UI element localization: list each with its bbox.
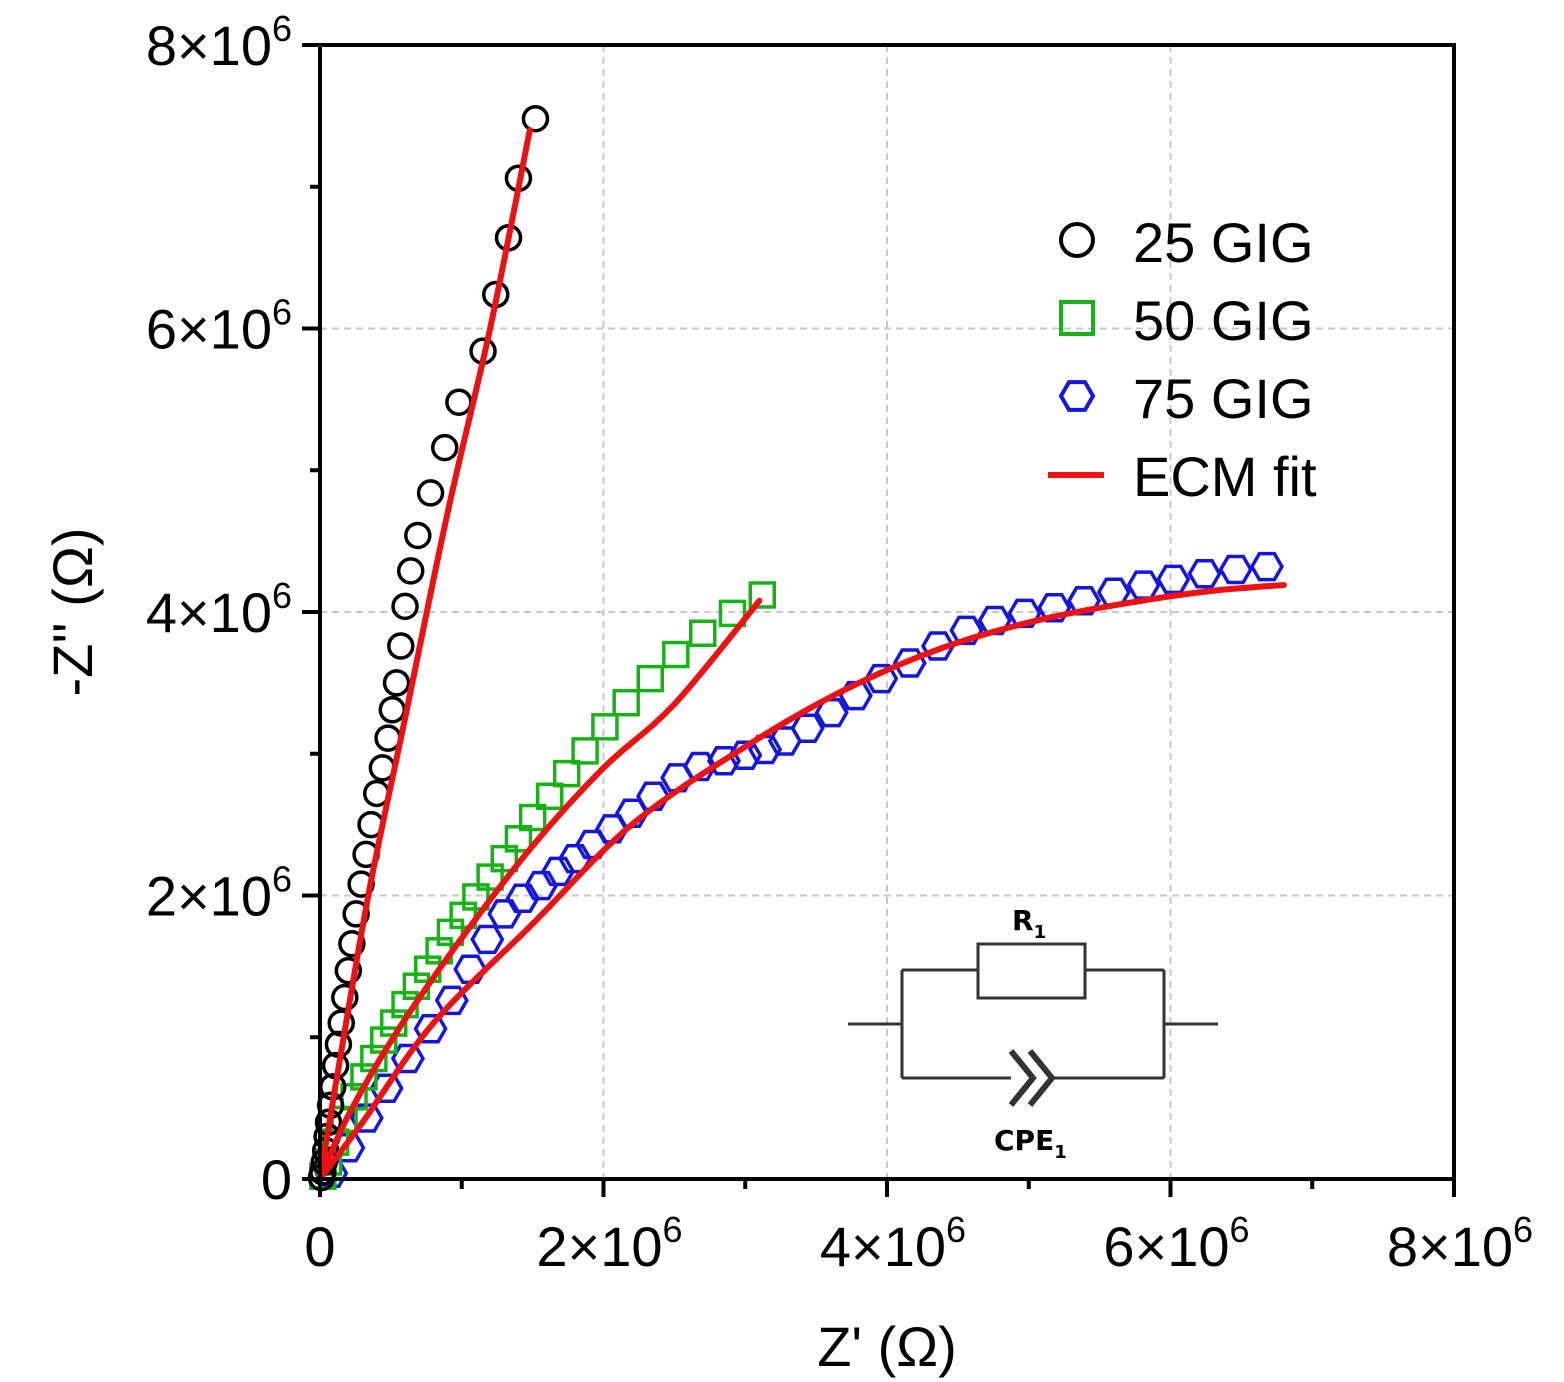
axis-ticks bbox=[302, 43, 1456, 1197]
data-point bbox=[541, 856, 576, 887]
legend-item-ecm-fit: ECM fit bbox=[1048, 445, 1317, 508]
legend-label: 75 GIG bbox=[1133, 367, 1314, 430]
x-tick-label: 2×106 bbox=[536, 1209, 682, 1278]
y-tick-label: 4×106 bbox=[146, 575, 292, 644]
data-point bbox=[462, 883, 490, 911]
data-point bbox=[342, 900, 370, 928]
data-point bbox=[1249, 551, 1284, 582]
fit-curves bbox=[317, 127, 1287, 1182]
data-point bbox=[1218, 554, 1253, 585]
data-point bbox=[591, 713, 619, 741]
x-tick-label: 8×106 bbox=[1387, 1209, 1533, 1278]
cpe-symbol bbox=[1008, 1049, 1037, 1107]
data-point bbox=[636, 781, 671, 812]
data-point bbox=[391, 592, 419, 621]
data-point bbox=[518, 803, 547, 832]
y-tick-label: 8×106 bbox=[146, 8, 292, 77]
data-point bbox=[688, 619, 717, 648]
data-point bbox=[430, 433, 459, 462]
y-tick-label: 2×106 bbox=[146, 859, 292, 928]
data-point bbox=[612, 688, 640, 717]
data-point bbox=[396, 557, 425, 585]
data-point bbox=[535, 782, 564, 811]
data-point bbox=[920, 631, 956, 661]
legend-label: ECM fit bbox=[1133, 445, 1317, 508]
data-point bbox=[434, 985, 469, 1016]
data-point bbox=[521, 104, 550, 133]
y-tick-labels: 0 2×106 4×106 6×106 8×106 bbox=[146, 8, 292, 1211]
y-tick-label: 6×106 bbox=[146, 292, 292, 361]
data-point bbox=[748, 581, 777, 609]
x-tick-labels: 0 2×106 4×106 6×106 8×106 bbox=[304, 1209, 1533, 1278]
y-axis-title: -Z'' (Ω) bbox=[41, 528, 104, 697]
data-point bbox=[1007, 598, 1042, 629]
data-point bbox=[790, 713, 825, 743]
equivalent-circuit-inset: R1 CPE1 bbox=[848, 904, 1218, 1163]
data-point bbox=[1187, 558, 1222, 589]
data-point bbox=[416, 479, 445, 507]
y-tick-label: 0 bbox=[261, 1148, 292, 1211]
data-point bbox=[382, 669, 411, 697]
data-point bbox=[387, 632, 415, 660]
data-point bbox=[453, 954, 488, 984]
x-tick-label: 6×106 bbox=[1103, 1209, 1249, 1278]
legend-hexagon-marker bbox=[1058, 380, 1096, 412]
data-point bbox=[1066, 585, 1102, 616]
grid bbox=[320, 45, 1454, 1179]
data-point bbox=[1037, 593, 1072, 623]
legend-label: 50 GIG bbox=[1133, 289, 1314, 352]
data-point bbox=[504, 825, 533, 853]
data-point bbox=[682, 751, 717, 782]
data-point bbox=[636, 664, 665, 693]
data-point bbox=[977, 605, 1012, 636]
data-point bbox=[331, 983, 359, 1012]
cpe-label: CPE1 bbox=[994, 1124, 1067, 1163]
resistor-label: R1 bbox=[1012, 904, 1046, 943]
ecm-fit-line bbox=[317, 597, 763, 1182]
data-point bbox=[490, 844, 519, 873]
x-tick-label: 4×106 bbox=[820, 1209, 966, 1278]
data-point bbox=[949, 615, 984, 646]
x-tick-label: 0 bbox=[304, 1215, 335, 1278]
data-point bbox=[334, 956, 363, 985]
data-point bbox=[706, 746, 742, 776]
legend-label: 25 GIG bbox=[1133, 211, 1314, 274]
ecm-fit-line bbox=[317, 127, 533, 1182]
x-axis-title: Z' (Ω) bbox=[817, 1315, 957, 1378]
data-point bbox=[338, 929, 366, 958]
data-point bbox=[404, 521, 432, 550]
data-point bbox=[552, 759, 581, 788]
data-markers bbox=[307, 104, 1284, 1192]
resistor-symbol bbox=[976, 942, 1087, 1000]
data-point bbox=[718, 599, 747, 628]
data-point bbox=[662, 640, 690, 669]
legend: 25 GIG 50 GIG 75 GIG ECM fit bbox=[1048, 211, 1317, 508]
data-point bbox=[505, 883, 540, 914]
legend-square-marker bbox=[1059, 300, 1095, 336]
data-point bbox=[892, 648, 927, 678]
legend-item-50-gig: 50 GIG bbox=[1059, 289, 1314, 352]
legend-item-75-gig: 75 GIG bbox=[1058, 367, 1314, 430]
data-point bbox=[487, 899, 522, 929]
legend-item-25-gig: 25 GIG bbox=[1059, 211, 1314, 274]
ecm-fit-line bbox=[317, 582, 1287, 1182]
data-point bbox=[476, 863, 504, 891]
series-75-gig bbox=[314, 551, 1284, 1189]
data-point bbox=[814, 697, 849, 728]
legend-circle-marker bbox=[1059, 222, 1095, 258]
cpe-symbol bbox=[1027, 1049, 1056, 1107]
data-point bbox=[524, 870, 559, 901]
data-point bbox=[571, 737, 599, 765]
